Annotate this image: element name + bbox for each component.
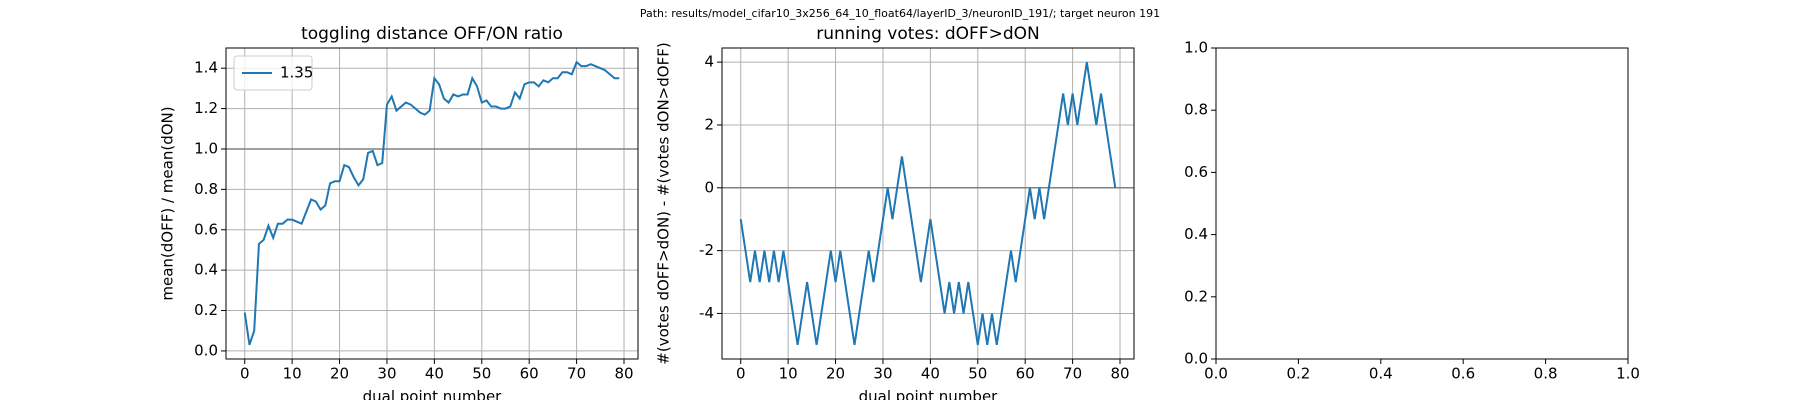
x-tick-label: 0.0 bbox=[1204, 365, 1228, 383]
x-axis-label: dual point number bbox=[363, 388, 503, 400]
axes-frame bbox=[721, 47, 1135, 360]
x-tick-label: 80 bbox=[1110, 365, 1129, 383]
x-tick-label: 30 bbox=[873, 365, 892, 383]
x-tick-label: 80 bbox=[614, 365, 633, 383]
y-tick-label: 4 bbox=[704, 53, 714, 71]
suptitle: Path: results/model_cifar10_3x256_64_10_… bbox=[640, 7, 1160, 20]
y-tick-label: 0.2 bbox=[1184, 287, 1208, 305]
x-tick-label: 0.8 bbox=[1534, 365, 1558, 383]
x-tick-label: 20 bbox=[330, 365, 349, 383]
x-tick-label: 70 bbox=[1063, 365, 1082, 383]
y-tick-label: -2 bbox=[699, 241, 714, 259]
y-tick-label: 2 bbox=[704, 115, 714, 133]
y-tick-label: -4 bbox=[699, 304, 714, 322]
x-tick-label: 60 bbox=[520, 365, 539, 383]
y-tick-label: 0.0 bbox=[194, 341, 218, 359]
data-line bbox=[739, 61, 1117, 346]
y-axis-label: #(votes dOFF>dON) - #(votes dON>dOFF) bbox=[655, 42, 673, 364]
x-tick-label: 0 bbox=[240, 365, 250, 383]
axes-frame bbox=[225, 47, 639, 360]
y-tick-label: 1.0 bbox=[1184, 39, 1208, 57]
x-tick-label: 40 bbox=[425, 365, 444, 383]
x-tick-label: 1.0 bbox=[1616, 365, 1640, 383]
y-tick-label: 0.8 bbox=[1184, 101, 1208, 119]
y-tick-label: 0.4 bbox=[194, 261, 218, 279]
x-tick-label: 10 bbox=[779, 365, 798, 383]
x-tick-label: 70 bbox=[567, 365, 586, 383]
chart-title: running votes: dOFF>dON bbox=[816, 24, 1039, 44]
x-tick-label: 0.6 bbox=[1451, 365, 1475, 383]
data-line bbox=[243, 60, 620, 346]
y-tick-label: 0.6 bbox=[1184, 163, 1208, 181]
x-tick-label: 50 bbox=[472, 365, 491, 383]
legend-box bbox=[233, 55, 313, 91]
x-tick-label: 40 bbox=[921, 365, 940, 383]
y-tick-label: 0.4 bbox=[1184, 225, 1208, 243]
x-axis-label: dual point number bbox=[859, 388, 999, 400]
y-tick-label: 0.8 bbox=[194, 180, 218, 198]
x-tick-label: 50 bbox=[968, 365, 987, 383]
x-tick-label: 0.4 bbox=[1369, 365, 1393, 383]
axes-frame bbox=[1215, 47, 1629, 360]
legend-label: 1.35 bbox=[280, 64, 313, 82]
y-tick-label: 0.0 bbox=[1184, 350, 1208, 368]
y-axis-label: mean(dOFF) / mean(dON) bbox=[159, 106, 177, 300]
x-tick-label: 30 bbox=[377, 365, 396, 383]
x-tick-label: 10 bbox=[283, 365, 302, 383]
y-tick-label: 1.2 bbox=[194, 99, 218, 117]
y-tick-label: 0 bbox=[704, 178, 714, 196]
x-tick-label: 0.2 bbox=[1286, 365, 1310, 383]
y-tick-label: 1.4 bbox=[194, 59, 218, 77]
chart-title: toggling distance OFF/ON ratio bbox=[301, 24, 563, 44]
x-tick-label: 20 bbox=[826, 365, 845, 383]
y-tick-label: 0.2 bbox=[194, 301, 218, 319]
y-tick-label: 1.0 bbox=[194, 139, 218, 157]
x-tick-label: 0 bbox=[736, 365, 746, 383]
x-tick-label: 60 bbox=[1016, 365, 1035, 383]
y-tick-label: 0.6 bbox=[194, 220, 218, 238]
